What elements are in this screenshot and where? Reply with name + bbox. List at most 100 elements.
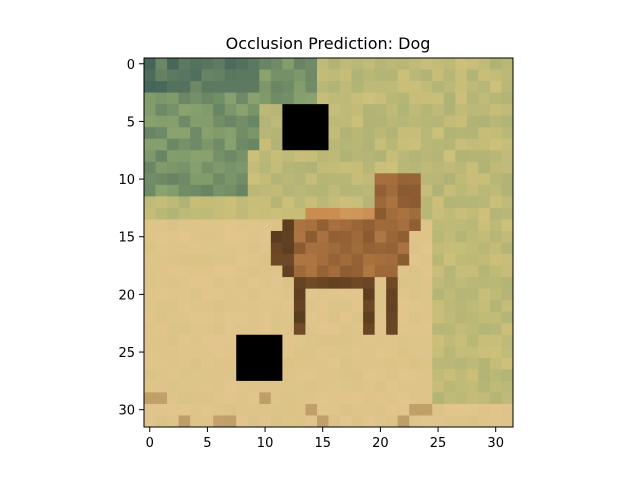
image-pixel bbox=[259, 138, 272, 151]
image-pixel bbox=[236, 300, 249, 313]
image-pixel bbox=[247, 184, 260, 197]
image-pixel bbox=[224, 196, 237, 209]
image-pixel bbox=[224, 380, 237, 393]
image-pixel bbox=[489, 161, 502, 174]
image-pixel bbox=[270, 242, 283, 255]
occlusion-patches bbox=[236, 104, 329, 381]
image-pixel bbox=[155, 334, 168, 347]
image-pixel bbox=[455, 403, 468, 416]
image-pixel bbox=[201, 92, 214, 105]
image-pixel bbox=[259, 392, 272, 405]
image-pixel bbox=[236, 207, 249, 220]
image-pixel bbox=[489, 184, 502, 197]
image-pixel bbox=[178, 207, 191, 220]
image-pixel bbox=[155, 300, 168, 313]
image-pixel bbox=[363, 115, 376, 128]
image-pixel bbox=[201, 173, 214, 186]
image-pixel bbox=[293, 184, 306, 197]
image-pixel bbox=[178, 58, 191, 70]
image-pixel bbox=[374, 127, 387, 140]
image-pixel bbox=[201, 346, 214, 359]
image-pixel bbox=[328, 230, 341, 243]
image-pixel bbox=[224, 300, 237, 313]
image-pixel bbox=[270, 403, 283, 416]
image-pixel bbox=[305, 277, 318, 290]
image-pixel bbox=[363, 300, 376, 313]
image-pixel bbox=[420, 254, 433, 266]
image-pixel bbox=[293, 311, 306, 324]
image-pixel bbox=[363, 173, 376, 186]
image-pixel bbox=[247, 300, 260, 313]
image-pixel bbox=[397, 392, 410, 405]
image-pixel bbox=[409, 415, 422, 428]
image-pixel bbox=[247, 207, 260, 220]
image-pixel bbox=[478, 184, 491, 197]
image-pixel bbox=[247, 81, 260, 93]
image-pixel bbox=[201, 138, 214, 151]
image-pixel bbox=[466, 161, 479, 174]
image-pixel bbox=[397, 265, 410, 278]
image-pixel bbox=[236, 219, 249, 232]
image-pixel bbox=[466, 196, 479, 209]
image-pixel bbox=[259, 173, 272, 186]
image-pixel bbox=[155, 277, 168, 290]
image-pixel bbox=[224, 242, 237, 255]
image-pixel bbox=[167, 311, 179, 324]
image-pixel bbox=[178, 161, 191, 174]
image-pixel bbox=[374, 58, 387, 70]
image-pixel bbox=[201, 161, 214, 174]
image-pixel bbox=[363, 69, 376, 82]
image-pixel bbox=[420, 369, 433, 382]
image-pixel bbox=[501, 242, 514, 255]
image-pixel bbox=[455, 380, 468, 393]
image-pixel bbox=[270, 380, 283, 393]
image-pixel bbox=[178, 311, 191, 324]
image-pixel bbox=[213, 196, 226, 209]
image-pixel bbox=[432, 323, 445, 336]
image-pixel bbox=[305, 380, 318, 393]
image-pixel bbox=[478, 369, 491, 382]
image-pixel bbox=[316, 81, 329, 93]
image-pixel bbox=[478, 138, 491, 151]
image-pixel bbox=[443, 81, 456, 93]
image-pixel bbox=[351, 230, 364, 243]
image-pixel bbox=[409, 380, 422, 393]
image-pixel bbox=[213, 323, 226, 336]
image-pixel bbox=[178, 265, 191, 278]
image-pixel bbox=[236, 115, 249, 128]
image-pixel bbox=[420, 161, 433, 174]
image-pixel bbox=[420, 415, 433, 428]
image-pixel bbox=[363, 311, 376, 324]
image-pixel bbox=[340, 92, 352, 105]
image-pixel bbox=[386, 196, 399, 209]
image-pixel bbox=[409, 277, 422, 290]
image-pixel bbox=[432, 334, 445, 347]
image-pixel bbox=[201, 300, 214, 313]
image-pixel bbox=[213, 334, 226, 347]
image-pixel bbox=[167, 346, 179, 359]
image-pixel bbox=[409, 323, 422, 336]
image-pixel bbox=[236, 150, 249, 163]
image-pixel bbox=[316, 346, 329, 359]
image-pixel bbox=[340, 265, 352, 278]
image-pixel bbox=[144, 69, 156, 82]
image-pixel bbox=[397, 173, 410, 186]
image-pixel bbox=[455, 58, 468, 70]
image-pixel bbox=[340, 104, 352, 117]
image-pixel bbox=[155, 369, 168, 382]
image-pixel bbox=[201, 403, 214, 416]
image-pixel bbox=[420, 323, 433, 336]
image-pixel bbox=[340, 207, 352, 220]
image-pixel bbox=[201, 334, 214, 347]
image-pixel bbox=[178, 219, 191, 232]
image-pixel bbox=[178, 81, 191, 93]
image-pixel bbox=[397, 230, 410, 243]
image-pixel bbox=[305, 254, 318, 266]
image-pixel bbox=[144, 403, 156, 416]
image-pixel bbox=[386, 346, 399, 359]
image-pixel bbox=[190, 138, 203, 151]
image-pixel bbox=[247, 127, 260, 140]
image-pixel bbox=[259, 161, 272, 174]
image-pixel bbox=[236, 265, 249, 278]
image-pixel bbox=[466, 230, 479, 243]
